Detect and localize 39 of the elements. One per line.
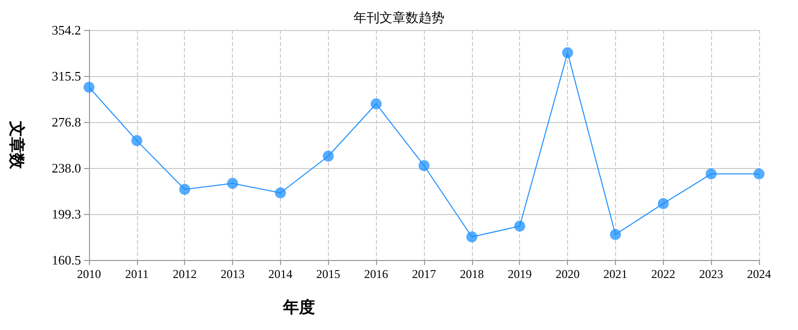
y-tick-label: 238.0 — [52, 160, 81, 176]
point — [418, 160, 430, 172]
x-tick-label: 2017 — [412, 267, 436, 281]
x-tick-label: 2014 — [268, 267, 292, 281]
point — [754, 168, 764, 180]
point — [131, 135, 142, 146]
x-tick-label: 2016 — [364, 267, 388, 281]
x-tick-label: 2011 — [125, 267, 149, 281]
x-tick-label: 2010 — [77, 267, 101, 281]
point — [610, 228, 621, 240]
x-tick-label: 2013 — [220, 267, 245, 281]
point — [514, 220, 526, 232]
y-tick-label: 315.5 — [52, 68, 81, 84]
point — [658, 198, 669, 210]
x-tick-label: 2020 — [556, 267, 580, 281]
x-axis-title: 年度 — [282, 298, 315, 316]
y-tick-label: 354.2 — [52, 22, 81, 38]
point — [274, 187, 286, 198]
point — [706, 168, 717, 180]
x-tick-label: 2015 — [316, 267, 340, 281]
y-axis-title: 文章数 — [8, 120, 26, 170]
x-tick-label: 2023 — [699, 267, 724, 281]
x-tick-label: 2022 — [651, 267, 676, 281]
x-tick-label: 2019 — [508, 267, 532, 281]
x-tick-label: 2024 — [747, 267, 771, 281]
y-tick-label: 276.8 — [52, 114, 81, 130]
point — [227, 178, 238, 189]
point — [562, 47, 574, 58]
point — [370, 98, 382, 110]
x-tick-label: 2021 — [603, 267, 628, 281]
point — [466, 231, 478, 242]
x-tick-label: 2012 — [172, 267, 197, 281]
y-tick-label: 160.5 — [52, 252, 81, 268]
point — [179, 184, 190, 195]
x-tick-label: 2018 — [460, 267, 484, 281]
point — [322, 150, 334, 162]
y-tick-label: 199.3 — [52, 206, 81, 222]
chart-title: 年刊文章数趋势 — [354, 10, 444, 25]
point — [84, 82, 94, 93]
